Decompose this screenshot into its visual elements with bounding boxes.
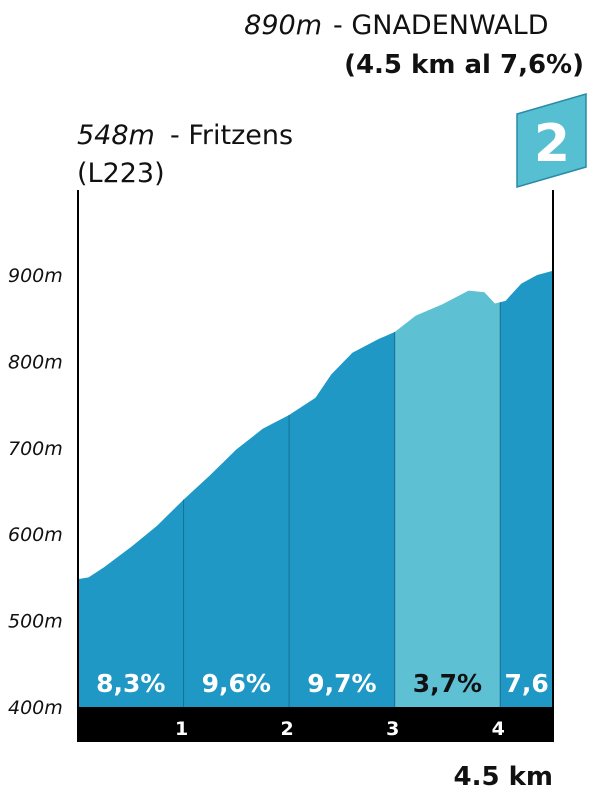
segment-dividers: [183, 302, 501, 707]
x-tick-label: 4: [492, 718, 505, 740]
gradient-label-2: 9,6%: [202, 669, 271, 698]
x-tick-label: 3: [386, 718, 399, 740]
summit-detail: (4.5 km al 7,6%): [344, 50, 584, 80]
gradient-label-3: 9,7%: [307, 669, 376, 698]
gradient-label-4: 3,7%: [413, 669, 482, 698]
y-tick-label: 900m: [8, 265, 63, 287]
gradient-label-1: 8,3%: [96, 669, 165, 698]
start-road: (L223): [77, 158, 165, 189]
summit-name: - GNADENWALD: [333, 10, 549, 41]
climb-number: 2: [534, 114, 570, 174]
climb-number-badge: [516, 93, 587, 188]
x-tick-label: 1: [175, 718, 188, 740]
profile-segment-1: [78, 499, 184, 707]
profile-segment-2: [183, 415, 290, 707]
axes: [77, 190, 554, 742]
distance-axis-bar: [77, 707, 554, 742]
profile-segment-5: [500, 270, 553, 707]
y-tick-label: 700m: [8, 438, 63, 460]
y-tick-label: 800m: [8, 351, 63, 373]
y-tick-label: 600m: [8, 524, 63, 546]
x-tick-label: 2: [280, 718, 293, 740]
summit-altitude: 890m: [244, 10, 322, 41]
profile-areas: [78, 270, 553, 707]
y-tick-label: 400m: [8, 697, 63, 719]
profile-segment-3: [289, 332, 395, 707]
gradient-labels: 8,3% 9,6% 9,7% 3,7% 7,6: [96, 669, 549, 698]
start-altitude: 548m: [77, 120, 155, 151]
start-name: - Fritzens: [170, 120, 293, 151]
y-tick-label: 500m: [8, 611, 63, 633]
profile-segment-4: [394, 290, 501, 707]
y-axis-ticks: 400m 500m 600m 700m 800m 900m: [8, 265, 63, 719]
x-axis-label: 4.5 km: [454, 762, 554, 792]
x-axis-ticks: 1 2 3 4: [175, 718, 505, 740]
gradient-label-5: 7,6: [504, 669, 548, 698]
